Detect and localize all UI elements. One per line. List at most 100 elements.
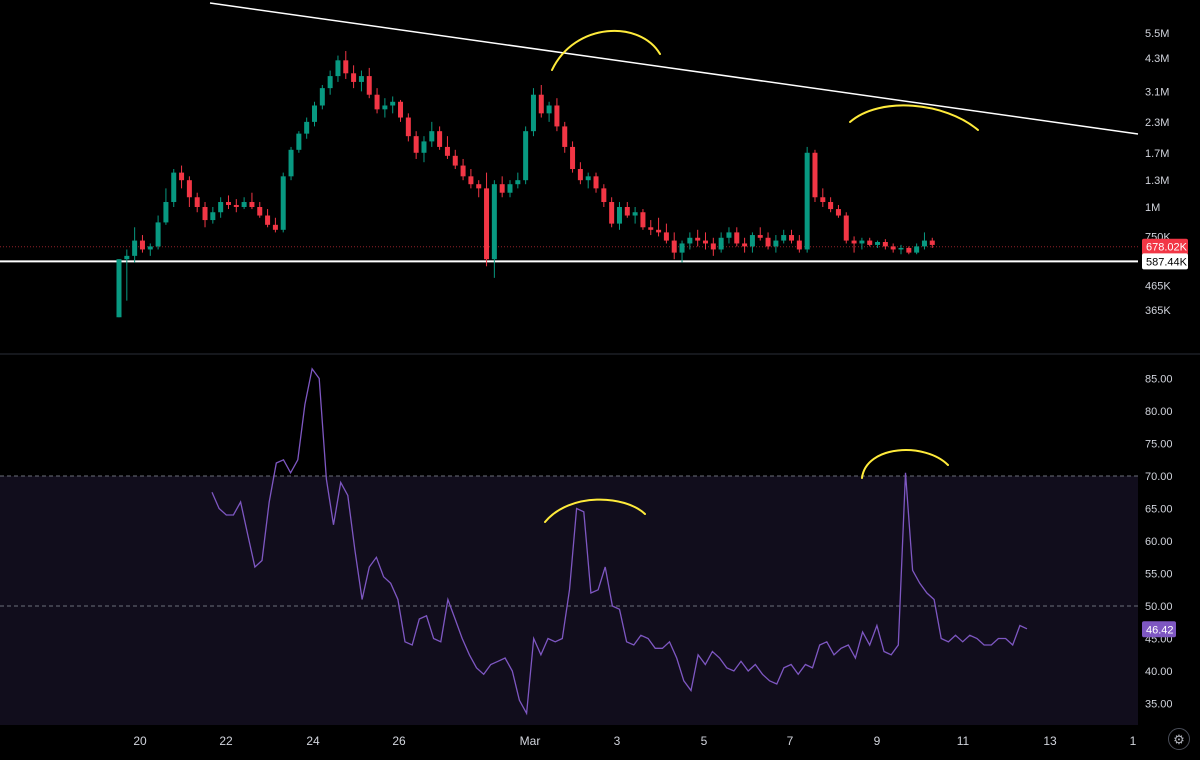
- candle[interactable]: [319, 84, 325, 110]
- candle[interactable]: [898, 244, 904, 255]
- candle[interactable]: [374, 88, 380, 114]
- candle[interactable]: [413, 131, 419, 159]
- candle[interactable]: [155, 215, 161, 250]
- candle[interactable]: [163, 188, 169, 225]
- candle[interactable]: [562, 121, 568, 153]
- candle[interactable]: [202, 202, 208, 228]
- candle[interactable]: [624, 202, 630, 218]
- candle[interactable]: [358, 70, 364, 92]
- candle[interactable]: [468, 169, 474, 189]
- candle[interactable]: [452, 149, 458, 170]
- candle[interactable]: [765, 232, 771, 250]
- candle[interactable]: [186, 176, 192, 207]
- candle[interactable]: [570, 141, 576, 173]
- candle[interactable]: [859, 237, 865, 250]
- candle[interactable]: [921, 232, 927, 250]
- candle[interactable]: [327, 70, 333, 95]
- candle[interactable]: [124, 249, 130, 301]
- candle[interactable]: [882, 239, 888, 250]
- candle[interactable]: [726, 227, 732, 244]
- candle[interactable]: [225, 195, 231, 210]
- candle[interactable]: [405, 113, 411, 142]
- candle[interactable]: [648, 220, 654, 236]
- candle[interactable]: [476, 180, 482, 198]
- candle[interactable]: [601, 184, 607, 207]
- candle[interactable]: [460, 158, 466, 181]
- candle[interactable]: [609, 197, 615, 228]
- candle[interactable]: [703, 232, 708, 250]
- time-axis[interactable]: 20 22 24 26 Mar 3 5 7 9 11 13 1: [133, 734, 1136, 748]
- candle[interactable]: [194, 192, 200, 213]
- candle[interactable]: [249, 192, 255, 210]
- candle[interactable]: [491, 180, 497, 278]
- candle[interactable]: [335, 55, 341, 82]
- candle[interactable]: [663, 223, 669, 244]
- candle[interactable]: [312, 101, 317, 127]
- rsi-pane[interactable]: 85.00 80.00 75.00 70.00 65.00 60.00 55.00 50.00…: [0, 367, 1176, 725]
- candle[interactable]: [272, 217, 278, 233]
- candle[interactable]: [616, 202, 622, 230]
- candle[interactable]: [742, 237, 748, 253]
- candle[interactable]: [179, 165, 185, 189]
- candle[interactable]: [484, 172, 490, 267]
- candle[interactable]: [679, 240, 685, 263]
- candle[interactable]: [546, 101, 552, 122]
- candle[interactable]: [781, 229, 787, 244]
- candle[interactable]: [640, 209, 646, 230]
- candle[interactable]: [718, 232, 724, 253]
- candle[interactable]: [421, 136, 427, 163]
- candle[interactable]: [828, 197, 834, 213]
- candle[interactable]: [890, 243, 896, 253]
- candle[interactable]: [695, 229, 701, 247]
- candle[interactable]: [351, 65, 357, 89]
- candle[interactable]: [796, 235, 802, 253]
- chart-settings-button[interactable]: ⚙: [1168, 728, 1190, 750]
- candle[interactable]: [116, 259, 122, 318]
- candle[interactable]: [906, 246, 912, 255]
- candle[interactable]: [241, 197, 247, 210]
- candle[interactable]: [280, 172, 286, 233]
- candle[interactable]: [530, 88, 536, 137]
- candle[interactable]: [577, 162, 583, 185]
- candle[interactable]: [382, 98, 388, 118]
- candle[interactable]: [257, 202, 263, 218]
- candle[interactable]: [593, 172, 599, 193]
- candle[interactable]: [585, 172, 591, 189]
- candle[interactable]: [218, 197, 224, 218]
- candle[interactable]: [789, 229, 795, 244]
- trendline[interactable]: [209, 2, 1139, 135]
- candle[interactable]: [499, 176, 505, 198]
- candle[interactable]: [914, 243, 920, 255]
- candle[interactable]: [554, 98, 560, 132]
- candle[interactable]: [734, 227, 740, 247]
- candle[interactable]: [132, 227, 138, 263]
- candle[interactable]: [687, 232, 693, 250]
- candle[interactable]: [437, 126, 443, 150]
- candle[interactable]: [929, 237, 935, 248]
- candle[interactable]: [147, 243, 153, 256]
- candle[interactable]: [288, 146, 294, 181]
- price-pane[interactable]: 5.5M4.3M3.1M2.3M1.7M1.3M1M750K465K365K67…: [0, 2, 1188, 318]
- candle[interactable]: [304, 117, 310, 139]
- candle[interactable]: [366, 67, 372, 99]
- candle[interactable]: [210, 207, 216, 224]
- candle[interactable]: [632, 207, 638, 224]
- candle[interactable]: [656, 217, 662, 237]
- candle[interactable]: [804, 146, 810, 253]
- candle[interactable]: [538, 84, 544, 118]
- candle[interactable]: [820, 188, 826, 207]
- candle[interactable]: [139, 235, 145, 253]
- candle[interactable]: [429, 121, 435, 147]
- candle[interactable]: [507, 180, 513, 198]
- candle[interactable]: [749, 232, 755, 253]
- rsi-line[interactable]: [211, 367, 1028, 716]
- candle[interactable]: [515, 172, 521, 189]
- candle[interactable]: [171, 169, 177, 207]
- candle[interactable]: [867, 237, 873, 247]
- candle[interactable]: [773, 235, 779, 253]
- candle[interactable]: [875, 240, 881, 248]
- candle[interactable]: [812, 149, 818, 203]
- candle[interactable]: [398, 99, 404, 122]
- candle[interactable]: [343, 51, 349, 79]
